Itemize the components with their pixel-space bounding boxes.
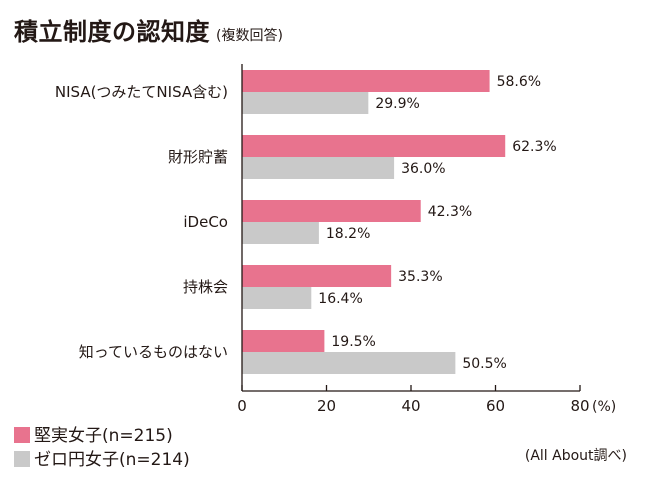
chart-title: 積立制度の認知度 bbox=[14, 18, 210, 46]
category-label: 持株会 bbox=[183, 278, 228, 296]
legend-swatch-series-1 bbox=[14, 427, 30, 443]
legend-label-series-2: ゼロ円女子(n=214) bbox=[34, 450, 190, 470]
data-label: 18.2% bbox=[326, 226, 370, 242]
bar bbox=[242, 157, 395, 179]
data-label: 58.6% bbox=[497, 74, 541, 90]
data-label: 35.3% bbox=[398, 269, 442, 285]
bar bbox=[242, 92, 369, 114]
bar bbox=[242, 330, 325, 352]
bar bbox=[242, 70, 490, 92]
x-tick-label: 0 bbox=[237, 397, 247, 415]
legend-label-series-1: 堅実女子(n=215) bbox=[34, 426, 173, 446]
legend-item-series-2: ゼロ円女子(n=214) bbox=[14, 445, 190, 470]
chart-subtitle: (複数回答) bbox=[216, 28, 283, 44]
data-label: 16.4% bbox=[318, 291, 362, 307]
x-axis-unit: (%) bbox=[592, 399, 616, 415]
data-label: 29.9% bbox=[375, 96, 419, 112]
data-label: 19.5% bbox=[331, 334, 375, 350]
category-label: NISA(つみたてNISA含む) bbox=[55, 83, 228, 101]
bar bbox=[242, 265, 392, 287]
category-label: 財形貯蓄 bbox=[168, 148, 228, 166]
x-tick-label: 40 bbox=[401, 397, 420, 415]
bar bbox=[242, 287, 312, 309]
data-label: 50.5% bbox=[462, 356, 506, 372]
source-note: (All About調べ) bbox=[524, 448, 627, 464]
bar bbox=[242, 352, 456, 374]
data-label: 62.3% bbox=[512, 139, 556, 155]
x-tick-label: 20 bbox=[317, 397, 336, 415]
legend-swatch-series-2 bbox=[14, 451, 30, 467]
chart-title-block: 積立制度の認知度 (複数回答) bbox=[14, 12, 283, 47]
category-label: iDeCo bbox=[183, 213, 228, 231]
bar bbox=[242, 200, 421, 222]
x-tick-label: 80 bbox=[570, 397, 589, 415]
data-label: 42.3% bbox=[428, 204, 472, 220]
x-tick-label: 60 bbox=[486, 397, 505, 415]
legend-item-series-1: 堅実女子(n=215) bbox=[14, 421, 173, 446]
category-label: 知っているものはない bbox=[79, 343, 228, 361]
bar bbox=[242, 135, 506, 157]
data-label: 36.0% bbox=[401, 161, 445, 177]
bar bbox=[242, 222, 319, 244]
